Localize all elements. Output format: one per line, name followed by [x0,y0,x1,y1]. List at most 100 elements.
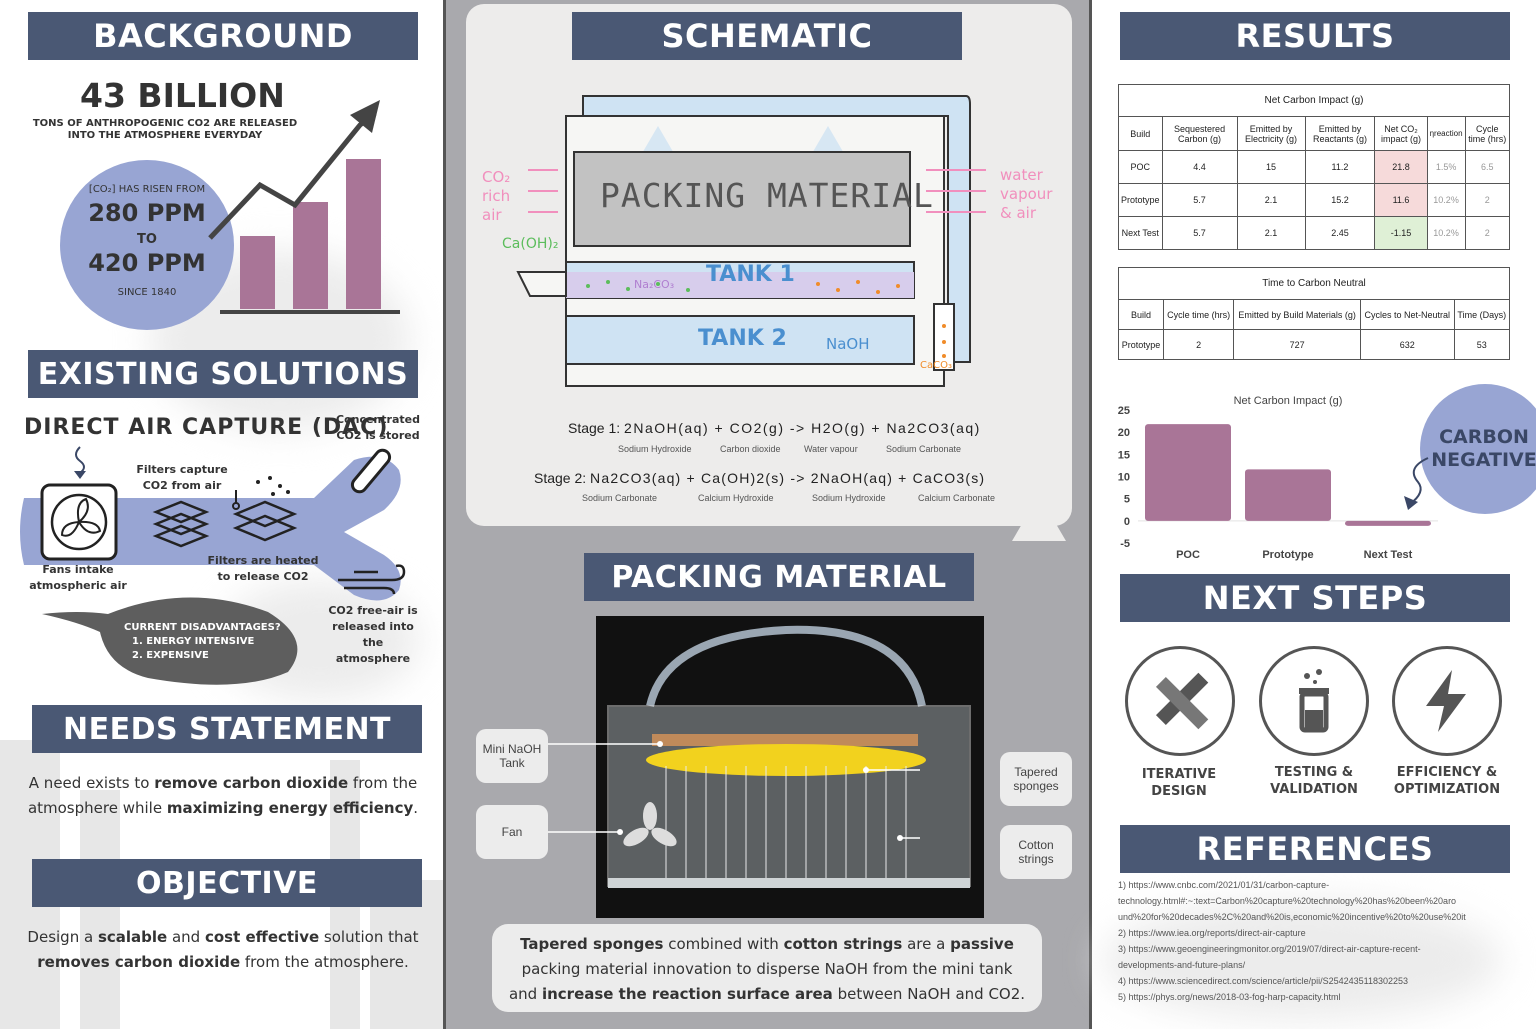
callout-lines [546,741,920,841]
ppm-circle-line1: [CO₂] HAS RISEN FROM [88,184,206,195]
disadvantages-text: CURRENT DISADVANTAGES? 1. ENERGY INTENSI… [124,621,281,663]
reference-line-8[interactable]: 5) https://phys.org/news/2018-03-fog-har… [1118,992,1341,1002]
lightning-icon [1426,670,1466,732]
step-efficiency-label: EFFICIENCY & OPTIMIZATION [1380,764,1514,798]
step-testing-label: TESTING & VALIDATION [1252,764,1376,798]
t1-h6: Cycle time (hrs) [1464,116,1511,151]
stored-label-2: CO2 is stored [336,429,420,442]
outflow-2: vapour [1000,185,1053,203]
callout-sponges-1: Tapered [1014,765,1058,779]
bar-0 [1145,424,1231,521]
t1-r1c1: 5.7 [1161,183,1238,217]
t1-r0c4: 21.8 [1374,150,1428,184]
next-steps-heading: NEXT STEPS [1120,574,1510,622]
t2-r0c4: 53 [1453,329,1510,360]
stat-big: 43 BILLION [80,76,285,115]
obj-b1: scalable [97,928,168,946]
stage2-name-4: Calcium Carbonate [918,493,996,503]
table-row: POC 4.4 15 11.2 21.8 1.5% 6.5 [1118,150,1511,184]
free-air-label-1: CO2 free-air is [328,604,418,617]
packing-description: Tapered sponges combined with cotton str… [492,932,1042,1007]
callout-sponges: Tapered sponges [1000,752,1072,806]
needs-p1: A need exists to [28,774,155,792]
stage2-equation: Stage 2: Na2CO3(aq) + Ca(OH)2(s) -> 2NaO… [534,470,985,486]
step2-a: TESTING & [1274,765,1354,780]
disadvantage-1: 1. ENERGY INTENSIVE [132,636,255,647]
schematic-naoh-label: NaOH [826,335,870,353]
callout-fan: Fan [476,805,548,859]
net-carbon-table: Net Carbon Impact (g) Build Sequestered … [1118,84,1511,250]
stat-sub-line2: INTO THE ATMOSPHERE EVERYDAY [67,130,263,141]
stage1-name-3: Water vapour [804,444,858,454]
t1-h2: Emitted by Electricity (g) [1236,116,1306,151]
growth-chart-icon [208,100,400,314]
existing-solutions-heading: EXISTING SOLUTIONS [28,350,418,398]
stage1-name-4: Sodium Carbonate [886,444,962,454]
x-tick-label-2: Next Test [1364,549,1413,561]
net-carbon-bar-chart: Net Carbon Impact (g) 25 20 15 10 5 0 -5 POC Prot… [1118,395,1438,561]
pencil-ruler-icon [1155,672,1209,730]
desc-4: and [508,985,542,1003]
heated-label: Filters are heated to release CO2 [206,553,320,585]
stat-subtitle: TONS OF ANTHROPOGENIC CO2 ARE RELEASED I… [20,118,310,142]
needs-p3: atmosphere while [27,799,167,817]
fan-icon [40,483,118,561]
desc-2: are a [902,935,951,953]
callout-strings: Cotton strings [1000,825,1072,879]
callout-strings-2: strings [1018,852,1054,866]
t1-h5: ηreaction [1426,116,1466,151]
schematic-tank1-label: TANK 1 [706,262,795,287]
dac-flow-shape [20,456,401,601]
callout-mini-tank: Mini NaOH Tank [476,729,548,783]
inflow-1: CO₂ [482,168,511,186]
t1-h3: Emitted by Reactants (g) [1304,116,1376,151]
t1-r1c2: 2.1 [1236,183,1306,217]
t1-r1c4: 11.6 [1374,183,1428,217]
stage2-eq: Na2CO3(aq) + Ca(OH)2(s) -> 2NaOH(aq) + C… [590,470,986,486]
reference-line-2[interactable]: technology.html#:~:text=Carbon%20capture… [1118,896,1457,906]
fans-label-1: Fans intake [42,563,114,576]
schematic-tank2-label: TANK 2 [698,326,787,351]
carbon-neutral-table: Time to Carbon Neutral Build Cycle time … [1118,267,1510,360]
reference-line-3[interactable]: und%20for%20decades%2C%20and%20is,econom… [1118,912,1466,922]
divider-right [1089,0,1093,1029]
reference-line-4[interactable]: 2) https://www.iea.org/reports/direct-ai… [1118,928,1306,938]
objective-heading: OBJECTIVE [32,859,422,907]
step1-a: ITERATIVE [1141,767,1217,782]
schematic-na2co3-label: Na₂CO₃ [634,278,675,291]
schematic-packing-label: PACKING MATERIAL [600,176,934,215]
schematic-diagram [516,95,986,387]
t2-r0c3: 632 [1359,329,1455,360]
table-row: Prototype 2 727 632 53 [1118,329,1510,360]
stage2-name-3: Sodium Hydroxide [812,493,886,503]
y-tick-label-1: 20 [1118,427,1130,439]
stat-sub-line1: TONS OF ANTHROPOGENIC CO2 ARE RELEASED [32,118,298,129]
stage2-label: Stage 2: [534,470,587,486]
table-row: Prototype 5.7 2.1 15.2 11.6 10.2% 2 [1118,183,1511,217]
t1-r2c1: 5.7 [1161,216,1238,250]
step3-b: OPTIMIZATION [1393,782,1501,797]
reference-line-6[interactable]: developments-and-future-plans/ [1118,960,1246,970]
t1-h0: Build [1118,116,1163,151]
swirl-arrow-icon [1404,457,1429,510]
y-tick-label-6: -5 [1120,538,1130,550]
t1-r0c6: 6.5 [1464,150,1511,184]
free-air-label-3: atmosphere [335,652,411,665]
carbon-negative-circle [1420,384,1536,514]
beaker-icon [1299,669,1329,733]
t1-r0c5: 1.5% [1426,150,1466,184]
desc-b4: increase the reaction surface area [541,985,833,1003]
reference-line-1[interactable]: 1) https://www.cnbc.com/2021/01/31/carbo… [1118,880,1330,890]
carbon-neutral-table-title: Time to Carbon Neutral [1118,267,1510,300]
callout-mini-2: Tank [499,756,525,770]
stage1-label: Stage 1: [568,420,621,436]
outflow-3: & air [1000,204,1036,222]
reference-line-7[interactable]: 4) https://www.sciencedirect.com/science… [1118,976,1408,986]
desc-b3: passive [950,935,1014,953]
schematic-outflow-label: water vapour & air [1000,166,1052,223]
desc-b1: Tapered sponges [520,935,664,953]
obj-p1: Design a [27,928,98,946]
chart-title: Net Carbon Impact (g) [1234,395,1343,407]
results-heading: RESULTS [1120,12,1510,60]
reference-line-5[interactable]: 3) https://www.geoengineeringmonitor.org… [1118,944,1421,954]
